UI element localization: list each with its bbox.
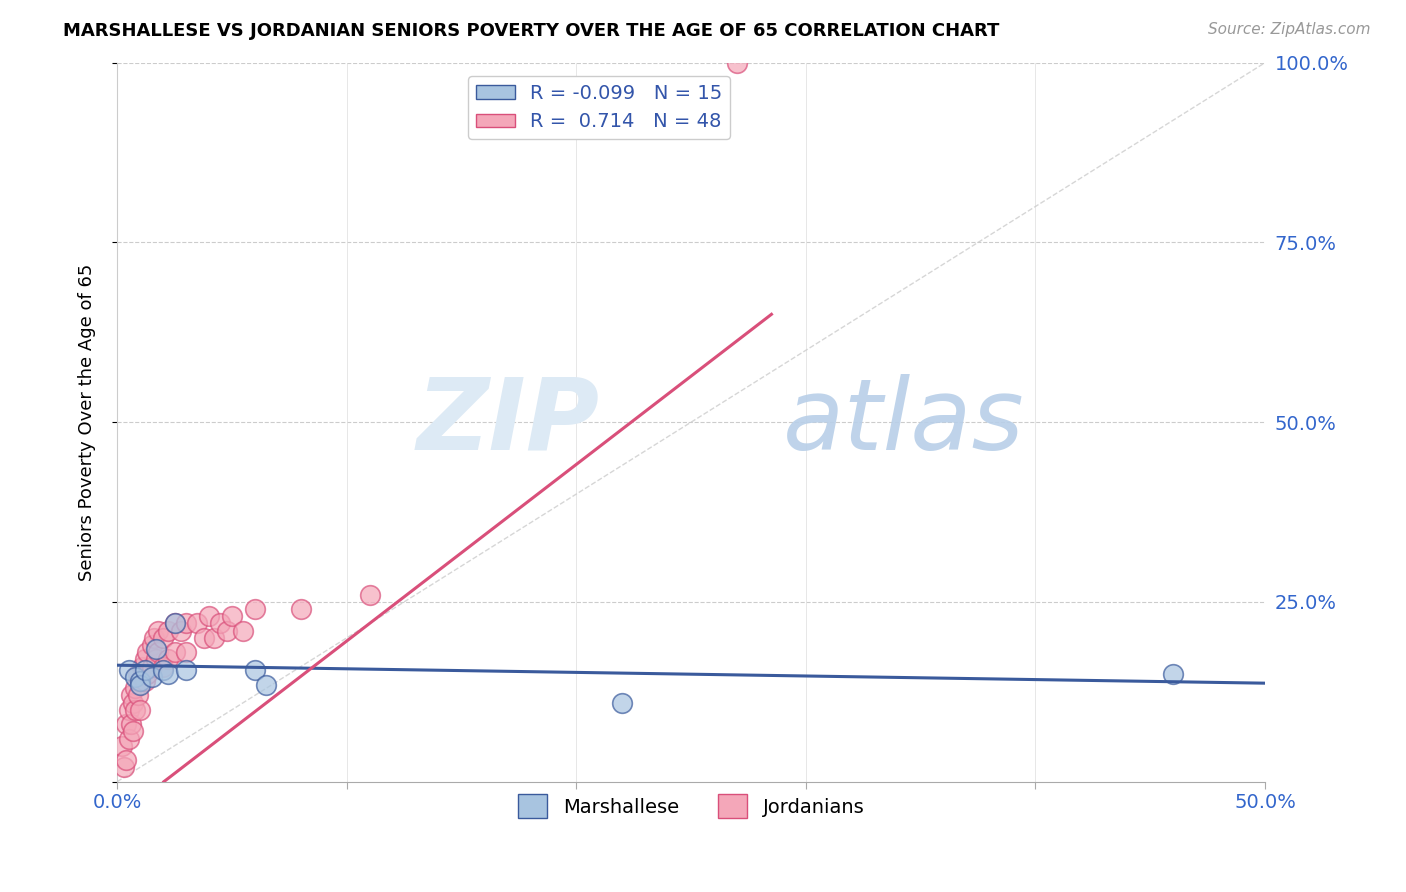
Point [170,624,193,638]
Point [127,666,149,681]
Point [111,739,134,753]
Point [243,663,266,677]
Point [129,703,152,717]
Point [254,678,277,692]
Point [232,624,254,638]
Point [134,652,156,666]
Point [174,616,197,631]
Point [725,55,748,70]
Point [145,641,167,656]
Point [124,681,146,696]
Point [174,645,197,659]
Point [131,659,153,673]
Point [243,602,266,616]
Point [163,616,186,631]
Legend: Marshallese, Jordanians: Marshallese, Jordanians [510,787,872,826]
Point [115,753,138,767]
Point [152,663,174,677]
Point [221,609,243,624]
Point [141,670,163,684]
Point [186,616,208,631]
Point [612,696,634,710]
Point [134,673,156,688]
Point [198,609,221,624]
Point [136,666,159,681]
Point [156,624,179,638]
Point [129,673,152,688]
Point [217,624,239,638]
Point [115,717,138,731]
Point [152,631,174,645]
Point [112,760,135,774]
Point [141,638,163,652]
Text: MARSHALLESE VS JORDANIAN SENIORS POVERTY OVER THE AGE OF 65 CORRELATION CHART: MARSHALLESE VS JORDANIAN SENIORS POVERTY… [63,22,1000,40]
Point [163,616,186,631]
Point [141,659,163,673]
Point [117,663,139,677]
Point [359,588,381,602]
Point [120,689,142,703]
Point [127,689,149,703]
Point [134,663,156,677]
Point [148,645,170,659]
Point [163,645,186,659]
Point [122,724,145,739]
Point [142,631,165,645]
Point [129,673,152,688]
Point [174,663,197,677]
Point [124,670,146,684]
Point [209,616,232,631]
Point [124,703,146,717]
Point [193,631,215,645]
Point [202,631,225,645]
Point [136,645,159,659]
Point [129,678,152,692]
Text: ZIP: ZIP [416,374,599,471]
Point [290,602,312,616]
Point [120,717,142,731]
Text: Source: ZipAtlas.com: Source: ZipAtlas.com [1208,22,1371,37]
Point [1161,666,1184,681]
Y-axis label: Seniors Poverty Over the Age of 65: Seniors Poverty Over the Age of 65 [79,263,96,581]
Point [156,666,179,681]
Point [145,652,167,666]
Point [148,624,170,638]
Point [156,652,179,666]
Point [122,696,145,710]
Text: atlas: atlas [783,374,1025,471]
Point [152,659,174,673]
Point [117,703,139,717]
Point [117,731,139,746]
